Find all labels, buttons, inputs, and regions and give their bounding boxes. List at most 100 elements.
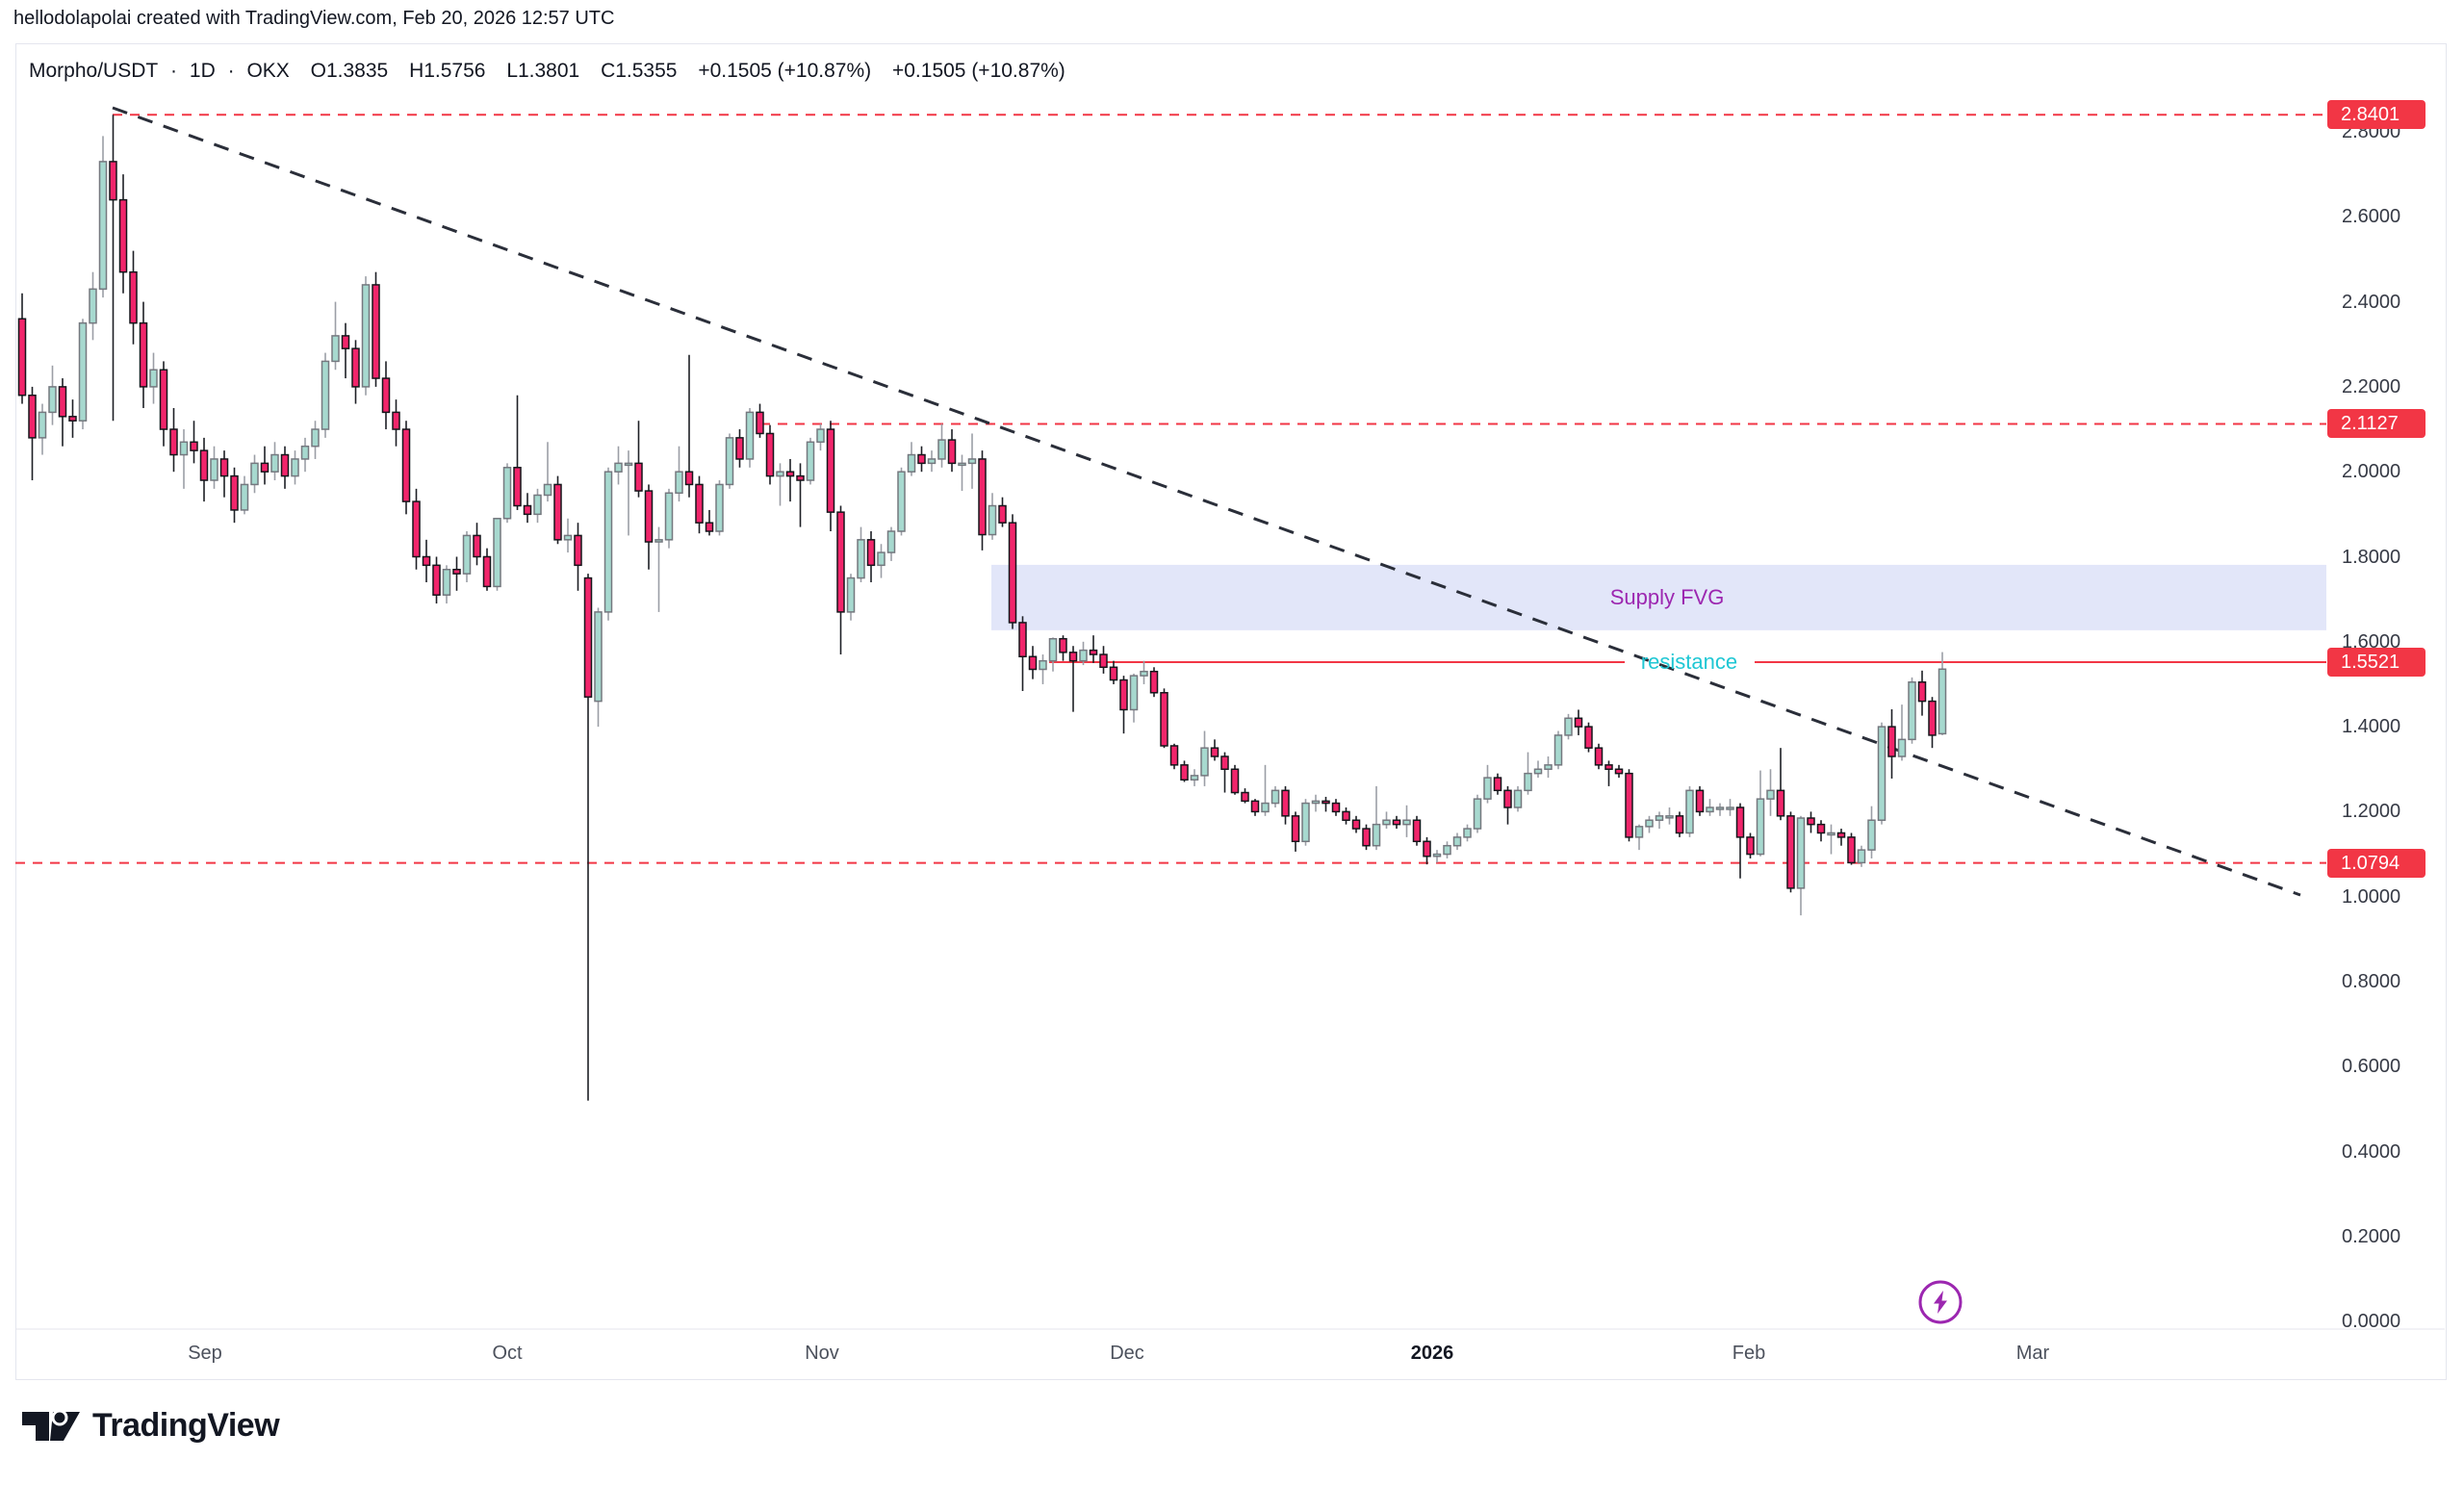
price-axis-tick: 2.6000: [2342, 206, 2401, 228]
candle-body: [462, 534, 472, 575]
candle-body: [1887, 726, 1896, 757]
candle-body: [1068, 652, 1078, 662]
candle-body: [89, 288, 97, 324]
candle-body: [988, 504, 997, 536]
candle-body: [907, 453, 916, 473]
resistance-label: resistance: [1640, 649, 1738, 674]
candle-body: [846, 576, 856, 613]
close-value: C1.5355: [601, 60, 678, 82]
candle-body: [523, 504, 532, 516]
candle-body: [270, 453, 279, 473]
symbol-name: Morpho/USDT: [29, 60, 159, 82]
candle-body: [109, 161, 117, 201]
candle-body: [179, 441, 189, 456]
candle-body: [877, 551, 886, 567]
candle-body: [502, 467, 512, 520]
tradingview-logo-icon: [22, 1409, 80, 1441]
candle-body: [1230, 768, 1240, 794]
candle-body: [422, 555, 431, 567]
candle-body: [1483, 777, 1492, 800]
price-level-badge: 1.0794: [2327, 848, 2426, 878]
candle-body: [958, 462, 966, 467]
candle-body: [1776, 789, 1785, 817]
time-axis-tick-Feb: Feb: [1732, 1343, 1766, 1364]
candle-body: [644, 490, 654, 543]
candle-body: [341, 335, 350, 349]
candle-body: [1291, 815, 1300, 843]
price-axis-tick: 1.2000: [2342, 801, 2401, 823]
candle-body: [250, 462, 259, 486]
candle-body: [1836, 832, 1846, 838]
candle-body: [927, 458, 937, 465]
candle-body: [1917, 680, 1927, 703]
lightning-marker-icon[interactable]: [1918, 1280, 1963, 1324]
price-level-badge: 2.8401: [2327, 100, 2426, 130]
candle-body: [473, 534, 481, 558]
candle-body: [1524, 772, 1532, 792]
candle-body: [1372, 823, 1381, 847]
candle-body: [210, 458, 218, 481]
price-axis-tick: 1.8000: [2342, 546, 2401, 568]
candle-body: [1210, 747, 1219, 757]
candle-body: [1311, 800, 1321, 805]
candle-body: [1594, 747, 1604, 766]
candle-body: [553, 483, 562, 541]
time-axis-tick-Oct: Oct: [492, 1343, 523, 1364]
candle-body: [806, 441, 815, 481]
candle-body: [38, 411, 47, 439]
candle-body: [260, 462, 270, 473]
candle-body: [1301, 802, 1310, 843]
candle-body: [583, 576, 593, 698]
candle-body: [603, 471, 613, 613]
candle-body: [1473, 798, 1482, 830]
candle-body: [118, 198, 128, 273]
lightning-circle: [1918, 1280, 1963, 1324]
candle-body: [756, 411, 764, 435]
candle-body: [139, 321, 148, 388]
candle-body: [1412, 819, 1422, 843]
candle-body: [331, 335, 340, 363]
candle-body: [1382, 819, 1391, 826]
candle-body: [78, 321, 88, 422]
chart-widget: [15, 43, 2447, 1380]
candle-body: [1715, 807, 1725, 810]
candle-body: [1463, 828, 1472, 838]
time-axis-tick-Nov: Nov: [805, 1343, 839, 1364]
price-axis-tick: 2.2000: [2342, 375, 2401, 397]
candle-body: [1432, 853, 1442, 858]
price-axis-tick: 0.8000: [2342, 971, 2401, 992]
candle-body: [1089, 649, 1098, 655]
legend-separator: ·: [227, 60, 235, 82]
candle-body: [493, 518, 501, 588]
candle-body: [311, 428, 320, 448]
candle-body: [381, 377, 391, 414]
candle-body: [624, 462, 633, 467]
candle-body: [1857, 849, 1866, 864]
candle-body: [1160, 692, 1168, 747]
lightning-bolt: [1934, 1291, 1947, 1314]
candle-body: [1322, 800, 1330, 805]
candle-body: [1908, 680, 1916, 741]
candle-body: [1634, 826, 1644, 838]
candle-body: [513, 467, 522, 507]
candle-body: [1048, 637, 1058, 662]
tradingview-footer-logo[interactable]: TradingView: [21, 1407, 280, 1445]
candle-body: [1544, 764, 1553, 771]
candle-body: [1847, 836, 1856, 864]
candle-body: [1190, 775, 1199, 781]
candle-body: [1018, 622, 1027, 658]
candle-body: [482, 555, 492, 588]
candle-body: [1149, 670, 1159, 694]
candle-body: [199, 449, 209, 481]
brand-name: TradingView: [92, 1407, 280, 1444]
high-value: H1.5756: [409, 60, 486, 82]
candle-body: [280, 453, 290, 477]
price-axis-tick: 1.4000: [2342, 716, 2401, 738]
candle-body: [392, 411, 400, 430]
candle-body: [351, 347, 360, 388]
legend-separator: ·: [170, 60, 178, 82]
candle-body: [230, 474, 239, 511]
candle-body: [857, 539, 865, 579]
candle-body: [1564, 717, 1573, 736]
candle-body: [1807, 817, 1815, 826]
